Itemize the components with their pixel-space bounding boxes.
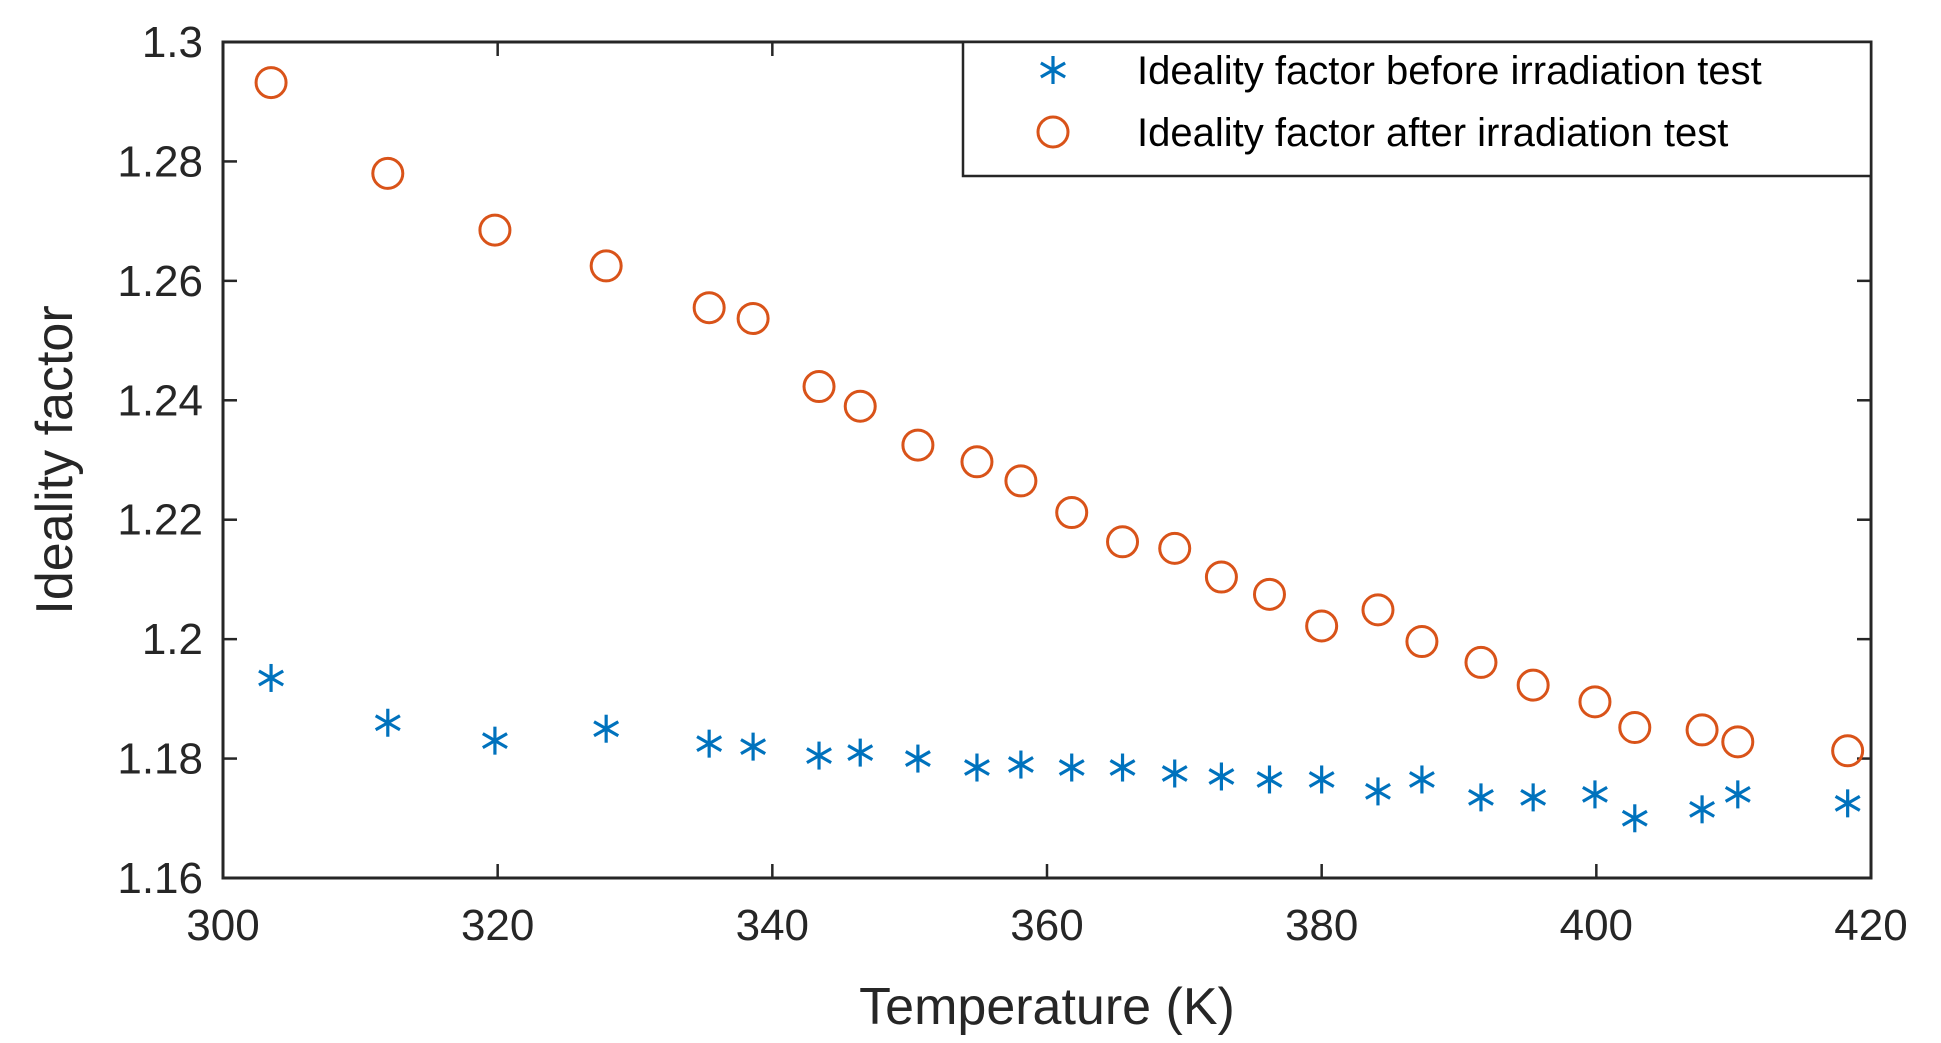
series-0-point-15 [1256, 765, 1283, 794]
series-1-point-8 [901, 428, 935, 462]
series-1-point-5 [736, 301, 770, 335]
series-1-point-3 [589, 249, 623, 283]
series-0 [258, 663, 1861, 833]
series-1-point-4 [692, 291, 726, 325]
series-1-point-20 [1516, 668, 1550, 702]
series-1-point-19 [1464, 645, 1498, 679]
series-1-point-17 [1361, 593, 1395, 627]
series-1-point-21 [1578, 685, 1612, 719]
series-1-point-7 [843, 389, 877, 423]
x-tick-label-3: 360 [1010, 901, 1083, 950]
x-tick-label-6: 420 [1834, 901, 1907, 950]
series-0-point-22 [1621, 804, 1648, 833]
series-0-point-16 [1308, 765, 1335, 794]
legend-box [961, 40, 1873, 178]
series-1-point-25 [1831, 734, 1865, 768]
legend-marker-1 [1036, 115, 1070, 149]
y-tick-label-5: 1.26 [117, 257, 203, 306]
series-0-point-18 [1408, 765, 1435, 794]
series-0-point-14 [1208, 762, 1235, 791]
series-0-point-6 [806, 741, 832, 770]
series-0-point-2 [481, 726, 508, 755]
series-1-point-11 [1055, 496, 1089, 530]
series-1-point-1 [371, 156, 405, 190]
legend-marker-0 [1040, 56, 1066, 84]
y-tick-label-6: 1.28 [117, 137, 203, 186]
series-1-point-12 [1106, 525, 1140, 559]
y-tick-label-0: 1.16 [117, 854, 203, 903]
series-1-point-10 [1004, 464, 1038, 498]
x-tick-label-1: 320 [461, 901, 534, 950]
series-0-point-23 [1689, 795, 1716, 824]
series-1-point-2 [478, 213, 512, 247]
series-1-point-16 [1305, 609, 1339, 643]
series-1 [254, 66, 1865, 768]
legend-label-0: Ideality factor before irradiation test [1137, 49, 1762, 93]
legend-entries: Ideality factor before irradiation test I… [1036, 49, 1762, 155]
series-0-point-1 [374, 708, 401, 737]
series-0-point-17 [1365, 777, 1391, 806]
x-tick-label-4: 380 [1285, 901, 1358, 950]
series-0-point-4 [696, 729, 723, 758]
markers-layer [254, 66, 1865, 833]
x-axis-title: Temperature (K) [859, 978, 1235, 1036]
series-0-point-9 [964, 753, 990, 782]
series-1-point-24 [1721, 725, 1755, 759]
series-0-point-10 [1007, 750, 1034, 779]
series-0-point-21 [1582, 780, 1608, 809]
y-tick-label-4: 1.24 [117, 376, 203, 425]
series-0-point-24 [1724, 780, 1751, 809]
series-1-point-0 [254, 66, 288, 100]
series-1-point-23 [1685, 713, 1719, 747]
labels-layer: 300 320 340 360 380 400 420 1.16 1.18 1.2 1.22 1.24… [117, 18, 1907, 950]
series-1-point-22 [1618, 711, 1652, 745]
series-1-point-6 [802, 370, 836, 404]
y-tick-label-1: 1.18 [117, 735, 203, 784]
series-0-point-0 [258, 663, 284, 692]
series-0-point-11 [1058, 753, 1085, 782]
series-0-point-12 [1109, 753, 1136, 782]
series-0-point-7 [847, 738, 874, 767]
y-tick-label-7: 1.3 [142, 18, 203, 67]
y-tick-label-2: 1.2 [142, 615, 203, 664]
x-tick-label-2: 340 [736, 901, 809, 950]
legend: Ideality factor before irradiation test I… [961, 40, 1873, 178]
series-0-point-8 [904, 744, 931, 773]
series-0-point-5 [740, 732, 767, 761]
series-0-point-13 [1161, 759, 1188, 788]
y-axis-title: Ideality factor [26, 305, 84, 614]
y-tick-label-3: 1.22 [117, 496, 203, 545]
series-1-point-14 [1204, 560, 1238, 594]
series-0-point-20 [1520, 783, 1547, 812]
series-0-point-19 [1468, 783, 1494, 812]
series-1-point-13 [1158, 531, 1192, 565]
series-0-point-3 [593, 714, 620, 743]
x-tick-label-5: 400 [1560, 901, 1633, 950]
legend-label-1: Ideality factor after irradiation test [1137, 111, 1728, 155]
series-1-point-9 [960, 445, 994, 479]
x-tick-label-0: 300 [186, 901, 259, 950]
series-1-point-15 [1252, 577, 1286, 611]
series-0-point-25 [1834, 789, 1861, 818]
series-1-point-18 [1405, 625, 1439, 659]
